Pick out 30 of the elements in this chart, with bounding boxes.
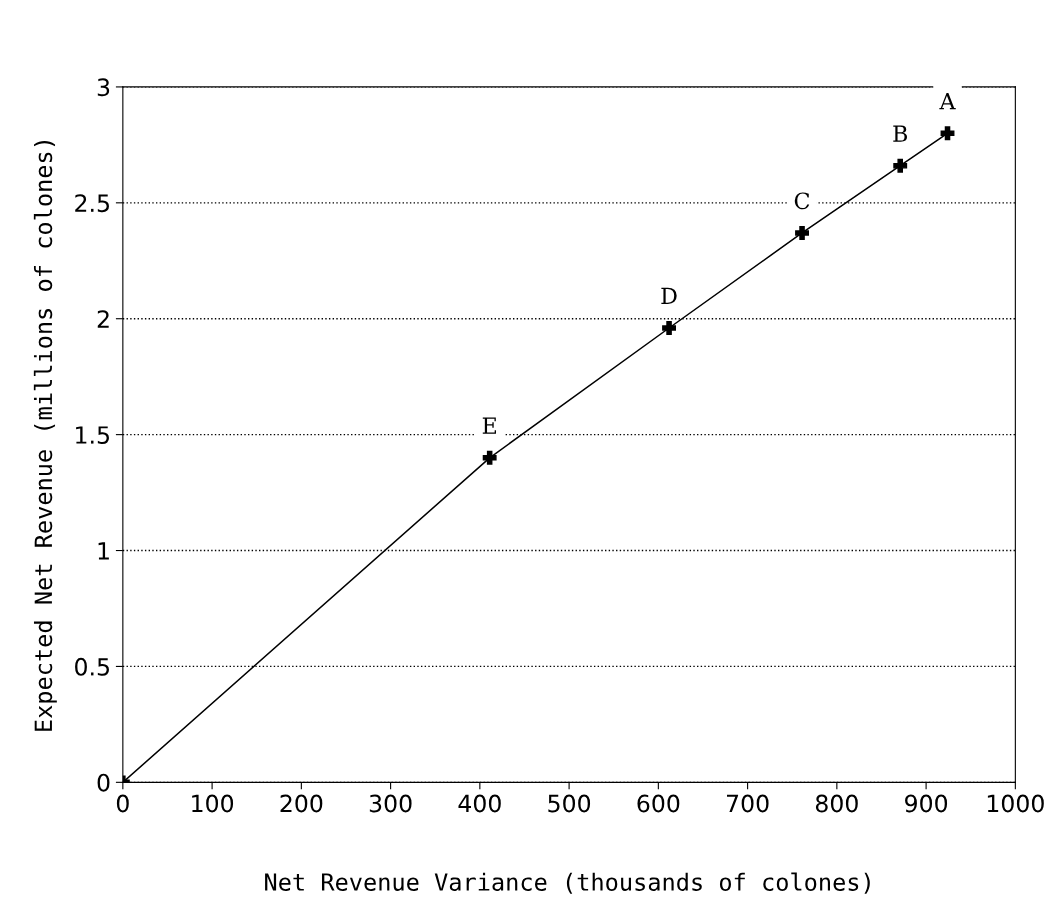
x-tick-label: 0 <box>116 794 129 813</box>
point <box>482 450 497 465</box>
y-tick-label: 1 <box>98 542 109 560</box>
annotation: E <box>482 417 496 434</box>
x-tick-label: 100 <box>192 794 234 813</box>
point <box>795 226 809 240</box>
y-tick-label: 0.5 <box>75 657 109 676</box>
x-tick-label: 200 <box>280 794 323 813</box>
annotation: A <box>939 93 956 110</box>
point <box>940 126 955 141</box>
annotation: B <box>893 125 908 142</box>
x-tick-label: 500 <box>548 794 591 813</box>
x-tick-label: 300 <box>369 794 412 813</box>
x-tick-label: 1000 <box>987 794 1044 813</box>
x-tick-label: 900 <box>905 794 948 813</box>
y-tick-label: 2.5 <box>75 194 109 213</box>
y-tick-label: 3 <box>97 78 110 97</box>
y-axis-title: Expected Net Revenue (millions of colones) <box>33 141 57 731</box>
y-tick-label: 1.5 <box>76 426 109 444</box>
y-tick-label: 2 <box>97 310 109 328</box>
annotation: C <box>794 192 810 210</box>
point <box>893 158 908 173</box>
x-tick-label: 800 <box>815 794 858 813</box>
x-tick-label: 600 <box>637 794 680 813</box>
x-axis-title: Net Revenue Variance (thousands of colones) <box>265 872 870 894</box>
x-tick-label: 400 <box>458 794 501 813</box>
x-tick-label: 700 <box>727 794 769 813</box>
point <box>662 321 677 335</box>
y-tick-label: 0 <box>97 773 110 792</box>
annotation: D <box>661 287 677 304</box>
